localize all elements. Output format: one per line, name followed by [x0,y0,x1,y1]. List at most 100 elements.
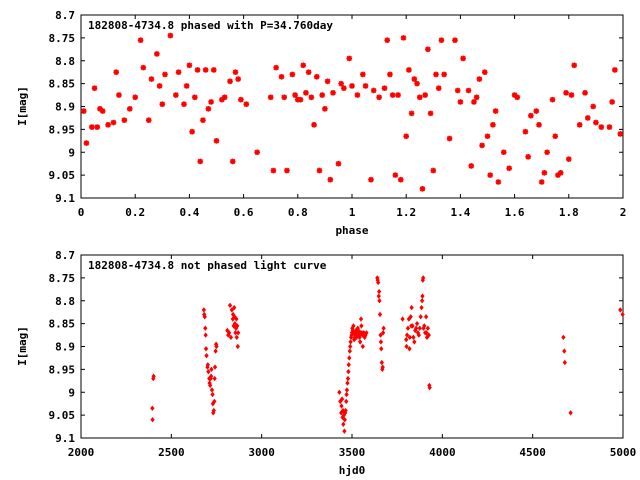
data-point [140,64,147,71]
data-point [338,80,344,87]
data-point [337,389,342,395]
data-point [357,339,363,345]
data-point [576,122,583,128]
y-tick-label: 8.7 [55,9,75,22]
data-point [568,92,575,98]
data-point [105,122,111,128]
data-point [392,172,399,178]
data-point [528,112,534,119]
data-point [468,163,475,169]
data-point [273,64,279,71]
data-point [212,375,217,382]
data-point [561,334,566,341]
data-point [156,83,163,89]
data-point [452,37,458,43]
data-point [381,85,388,91]
data-point [209,387,215,393]
data-point [370,87,377,94]
data-point [377,311,383,318]
data-point [202,67,209,73]
data-point [347,348,352,354]
data-point [376,279,381,286]
data-point [113,69,120,75]
data-point [555,172,561,178]
y-tick-label: 9.05 [49,169,76,182]
data-point [89,124,95,130]
data-point [351,323,356,329]
data-point [360,343,365,350]
data-point [525,154,531,160]
x-tick-label: 0.4 [179,206,199,219]
data-point [213,138,220,144]
data-point [446,135,453,142]
data-point [419,304,424,311]
data-point [424,330,429,336]
data-point [460,55,466,62]
data-point [406,67,412,73]
data-point [348,339,353,345]
data-point [209,366,214,373]
data-point [454,87,461,94]
data-point [590,103,596,110]
data-point [91,85,98,91]
unphased-plot-ticks: 2000 2500 3000 3500 4000 4500 5000 8.7 8.75 8.8 8.… [49,249,637,459]
data-point [522,128,529,135]
data-point [205,362,210,368]
data-point [378,332,383,338]
x-tick-label: 1.8 [559,206,579,219]
data-point [400,35,407,41]
data-point [137,37,144,43]
data-point [409,304,414,311]
data-point [407,334,412,341]
data-point [254,149,260,156]
data-point [360,71,366,78]
data-point [212,398,217,405]
data-point [381,325,386,331]
data-point [536,122,542,128]
data-point [408,110,415,117]
data-point [506,165,512,172]
x-tick-label: 4500 [519,446,546,459]
data-point [342,417,347,423]
data-point [376,94,382,101]
y-tick-label: 9.05 [49,409,76,422]
data-point [203,346,209,352]
data-point [465,87,472,94]
data-point [441,71,447,78]
data-point [238,96,244,103]
data-point [593,119,599,126]
data-point [346,55,353,62]
x-tick-label: 2 [620,206,627,219]
data-point [413,325,419,331]
y-tick-label: 9.1 [55,192,75,205]
y-tick-label: 8.8 [55,55,75,68]
data-point [364,330,369,336]
y-tick-label: 8.75 [49,32,76,45]
data-point [210,67,217,73]
data-point [292,92,298,98]
data-point [425,46,431,53]
data-point [345,375,351,382]
unphased-plot-title: 182808-4734.8 not phased light curve [88,259,327,272]
data-point [544,149,550,156]
x-tick-label: 5000 [610,446,637,459]
data-point [212,364,218,370]
data-point [159,101,166,108]
data-point [426,332,431,338]
data-point [427,110,434,117]
x-tick-label: 1.2 [396,206,416,219]
data-point [341,85,347,91]
data-point [322,105,328,112]
data-point [83,140,90,146]
data-point [303,89,309,96]
data-point [270,167,277,174]
data-point [211,407,216,414]
x-tick-label: 0.8 [288,206,308,219]
x-tick-label: 0.2 [125,206,145,219]
x-tick-label: 0 [78,206,85,219]
data-point [173,92,179,98]
data-point [566,156,572,162]
x-tick-label: 3500 [339,446,366,459]
phased-plot-ticks: 0 0.2 0.4 0.6 0.8 1 1.2 1.4 1.6 1.8 2 8.7 8.75 8.8 8.8… [49,9,627,219]
